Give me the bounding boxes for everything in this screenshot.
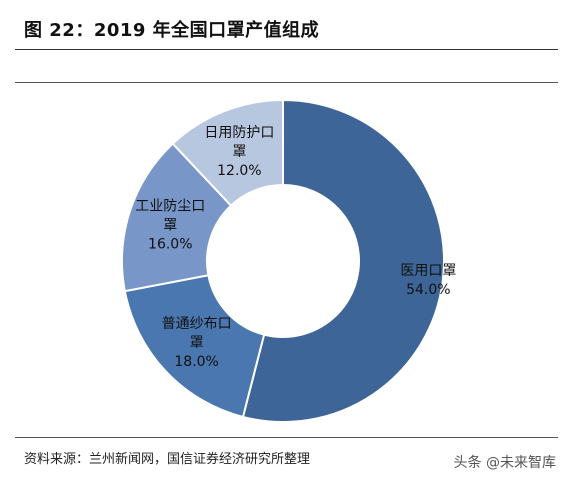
title-divider [15,49,558,50]
donut-slice-1 [123,274,266,419]
slice-name-2: 工业防尘口 [135,198,205,214]
slice-name-2: 罩 [163,217,177,233]
chart-top-divider [15,82,558,83]
slice-name-3: 罩 [232,144,246,160]
source-divider [15,437,558,438]
slice-name-0: 医用口罩 [400,263,456,279]
slice-name-1: 普通纱布口 [162,316,232,332]
slice-value-0: 54.0% [406,282,450,298]
slice-value-1: 18.0% [174,354,218,370]
donut-slice-0 [241,98,445,423]
chart-title: 图 22：2019 年全国口罩产值组成 [24,20,320,41]
source-note: 资料来源：兰州新闻网，国信证券经济研究所整理 [24,452,311,467]
slice-value-3: 12.0% [217,163,261,179]
watermark: 头条 @未来智库 [453,455,556,471]
slice-label-0: 医用口罩 54.0% [400,263,456,298]
slice-value-2: 16.0% [148,236,192,252]
donut-slice-2 [121,142,233,293]
slice-name-3: 日用防护口 [204,125,274,141]
donut-slice-3 [171,98,284,208]
slice-name-1: 罩 [190,335,204,351]
